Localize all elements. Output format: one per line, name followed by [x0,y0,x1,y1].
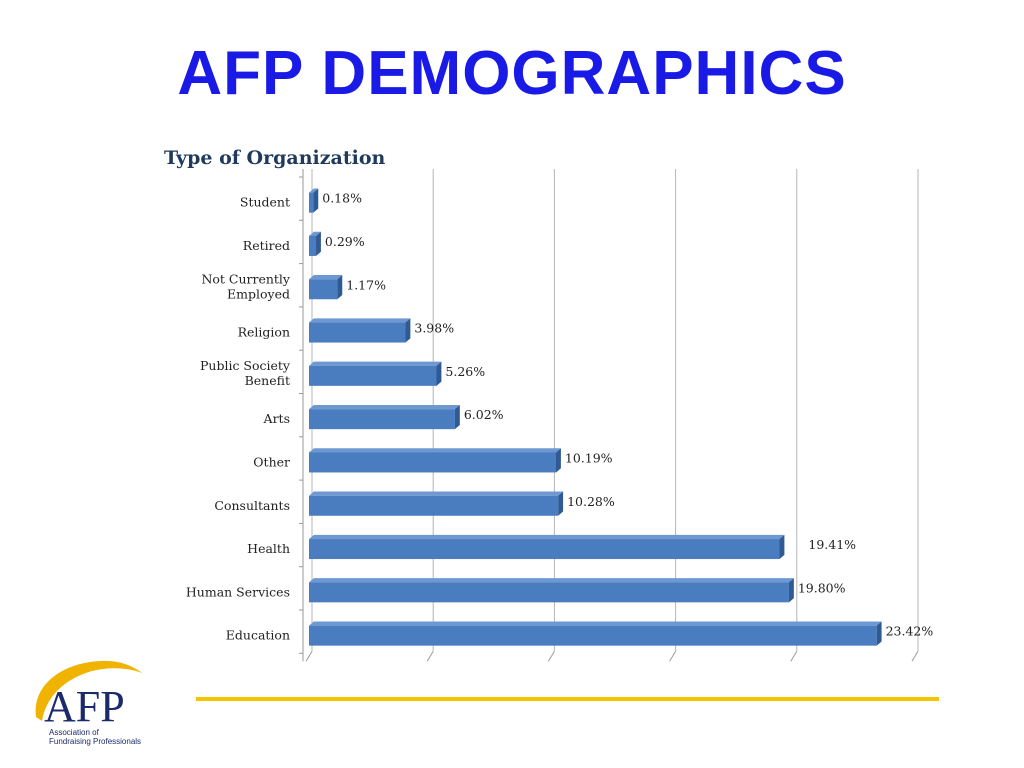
afp-logo: AFP Association of Fundraising Professio… [35,660,142,746]
bar [309,365,437,386]
logo-tagline-line2: Fundraising Professionals [49,737,141,746]
category-label: Other [253,454,290,469]
bar [309,409,455,430]
chart-bars [309,188,882,646]
value-label: 3.98% [414,321,454,336]
gridline-floor [305,651,313,662]
bar [309,539,780,560]
logo-letters: AFP [44,682,125,731]
bar-top [309,491,564,496]
bar [309,625,877,646]
bar-side [556,448,561,473]
value-label: 0.29% [325,234,365,249]
bar-top [309,188,319,193]
category-label: Retired [243,238,290,253]
gridline-floor [790,651,798,662]
category-label: Consultants [214,498,290,513]
bar-side [337,275,343,300]
bar-side [405,318,411,343]
bar-top [309,534,785,540]
gridline-floor [426,651,434,662]
bar [309,279,338,300]
bar-side [313,188,319,213]
footer-divider [196,697,939,701]
category-label: Public Society [200,358,291,373]
value-label: 6.02% [464,407,504,422]
gridline-floor [547,651,555,662]
bar-top [309,318,411,323]
category-label: Employed [227,286,290,301]
value-label: 5.26% [445,364,485,379]
bar [309,322,406,343]
category-label: Benefit [245,373,290,388]
bar-top [309,361,442,366]
bar-top [309,231,321,236]
bar-side [454,404,460,430]
bar-side [436,361,442,386]
category-label: Human Services [186,584,290,599]
bar-top [309,621,882,626]
bar-top [309,448,561,453]
logo-swoosh [35,660,142,721]
category-label: Religion [238,325,290,340]
value-label: 10.19% [565,450,613,465]
value-label: 1.17% [346,277,386,292]
bar [309,582,789,603]
value-label: 19.80% [798,580,846,595]
value-label: 10.28% [567,494,615,509]
bar-side [788,578,794,603]
gridline-floor [669,651,677,662]
category-label: Not Currently [201,271,290,286]
bar-side [779,534,785,560]
value-labels: 0.18% 0.29% 1.17% 3.98% 5.26% 6.02% 10.19% 10.2… [322,191,933,639]
chart-title: Type of Organization [164,147,385,169]
category-label: Education [226,628,290,643]
value-label: 0.18% [322,191,362,206]
bar-top [309,404,460,410]
bar-top [309,578,794,583]
bar-side [876,621,882,646]
bar-top [309,275,343,280]
gridline-floor [911,651,919,662]
value-label: 23.42% [886,624,934,639]
bar-side [316,231,321,256]
value-label: 19.41% [808,537,856,552]
bar [309,452,557,473]
bar-side [558,491,564,516]
slide-title: AFP DEMOGRAPHICS [177,39,847,108]
bar [309,235,317,256]
category-label: Health [247,541,290,556]
bar [309,495,559,516]
bar [309,192,314,213]
category-label: Student [240,195,290,210]
logo-tagline-line1: Association of [49,728,100,737]
category-label: Arts [263,411,290,426]
